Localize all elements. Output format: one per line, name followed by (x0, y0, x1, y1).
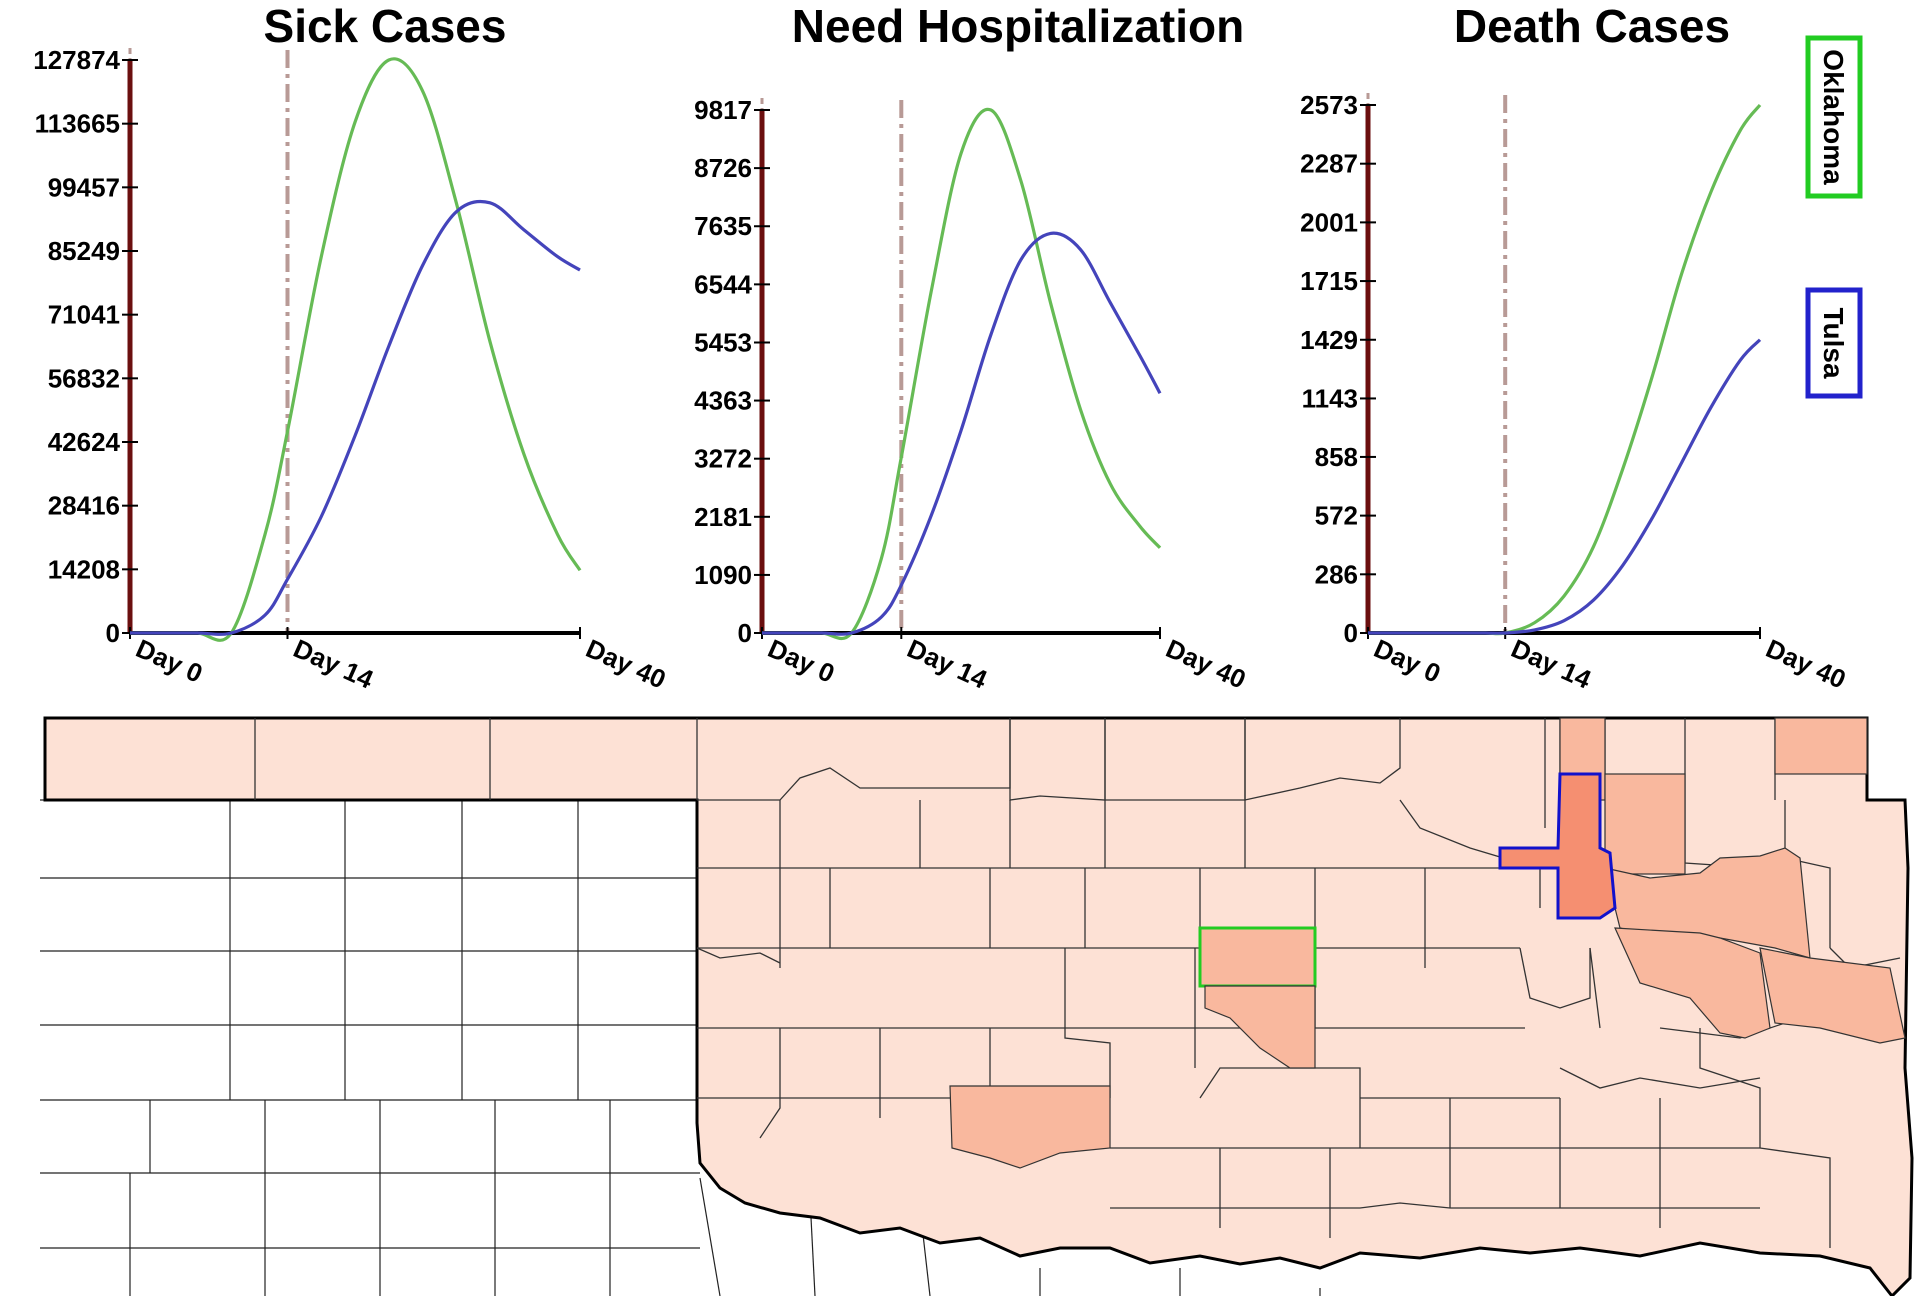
legend-box (1805, 35, 1863, 199)
series-line-tulsa (762, 231, 1162, 636)
y-tick-label: 113665 (35, 109, 120, 139)
y-tick-label: 2573 (1300, 90, 1358, 120)
legend-box (1805, 287, 1863, 399)
x-tick-label: Day 0 (132, 633, 208, 689)
series-line-oklahoma (130, 57, 582, 642)
county-sequoyah (1759, 947, 1906, 1044)
y-tick-label: 14208 (48, 554, 120, 584)
chart-panel-3: Death Cases 0 286 572 858 1143 1429 1715 2001 228… (1300, 0, 1850, 695)
y-tick-label: 2001 (1300, 207, 1358, 237)
series-line-tulsa (1368, 338, 1762, 635)
y-tick-label: 7635 (694, 211, 752, 241)
county-tulsa (1498, 772, 1617, 920)
x-tick-label: Day 0 (1370, 633, 1446, 689)
chart-title: Death Cases (1454, 0, 1730, 52)
y-tick-label: 1090 (694, 560, 752, 590)
y-tick-label: 8726 (694, 153, 752, 183)
y-tick-label: 0 (1344, 618, 1358, 648)
county-muskogee (1614, 927, 1771, 1039)
chart-title: Need Hospitalization (792, 0, 1244, 52)
y-tick-label: 71041 (48, 300, 120, 330)
x-tick-label: Day 0 (764, 633, 840, 689)
x-tick-label: Day 14 (903, 633, 992, 695)
county-cleveland (1204, 985, 1316, 1069)
y-tick-label: 42624 (48, 427, 121, 457)
x-tick-label: Day 14 (289, 633, 378, 695)
y-tick-label: 6544 (694, 269, 752, 299)
county-ottawa (1774, 717, 1868, 775)
y-tick-label: 858 (1315, 442, 1358, 472)
county-map (40, 716, 1914, 1296)
x-tick-label: Day 14 (1507, 633, 1596, 695)
legend-label: Tulsa (1818, 307, 1849, 378)
legend-entry-oklahoma: Oklahoma (1805, 35, 1863, 199)
y-tick-label: 0 (106, 618, 120, 648)
y-tick-label: 1143 (1302, 383, 1358, 413)
y-tick-label: 9817 (694, 95, 752, 125)
y-tick-label: 4363 (694, 386, 752, 416)
legend-entry-tulsa: Tulsa (1805, 287, 1863, 399)
chart-title: Sick Cases (264, 0, 507, 52)
charts-area: Sick Cases 0 14208 28416 42624 56832 71041 8524… (33, 0, 1863, 695)
x-tick-label: Day 40 (1162, 633, 1251, 695)
x-tick-label: Day 40 (1762, 633, 1851, 695)
chart-panel-1: Sick Cases 0 14208 28416 42624 56832 71041 8524… (33, 0, 670, 695)
chart-panel-2: Need Hospitalization 0 1090 2181 3272 4363 545… (694, 0, 1250, 695)
county-comanche (949, 1085, 1111, 1169)
y-tick-label: 127874 (33, 45, 120, 75)
series-line-oklahoma (762, 107, 1162, 641)
y-tick-label: 56832 (48, 363, 120, 393)
y-tick-label: 572 (1315, 501, 1358, 531)
y-tick-label: 1429 (1300, 325, 1358, 355)
legend-label: Oklahoma (1818, 49, 1849, 185)
state-shape (43, 716, 1914, 1296)
y-tick-label: 85249 (48, 236, 120, 266)
y-tick-label: 286 (1315, 559, 1358, 589)
y-tick-label: 1715 (1300, 266, 1358, 296)
county-oklahoma (1198, 926, 1317, 988)
county-rogers (1604, 773, 1686, 875)
y-tick-label: 99457 (48, 172, 120, 202)
y-tick-label: 0 (738, 618, 752, 648)
series-line-oklahoma (1368, 103, 1762, 636)
y-tick-label: 5453 (694, 327, 752, 357)
highlighted-counties (949, 717, 1906, 1169)
x-tick-label: Day 40 (582, 633, 671, 695)
y-tick-label: 2181 (694, 502, 752, 532)
y-tick-label: 2287 (1300, 149, 1358, 179)
y-tick-label: 28416 (48, 491, 120, 521)
series-line-tulsa (130, 199, 581, 636)
y-tick-label: 3272 (694, 444, 752, 474)
